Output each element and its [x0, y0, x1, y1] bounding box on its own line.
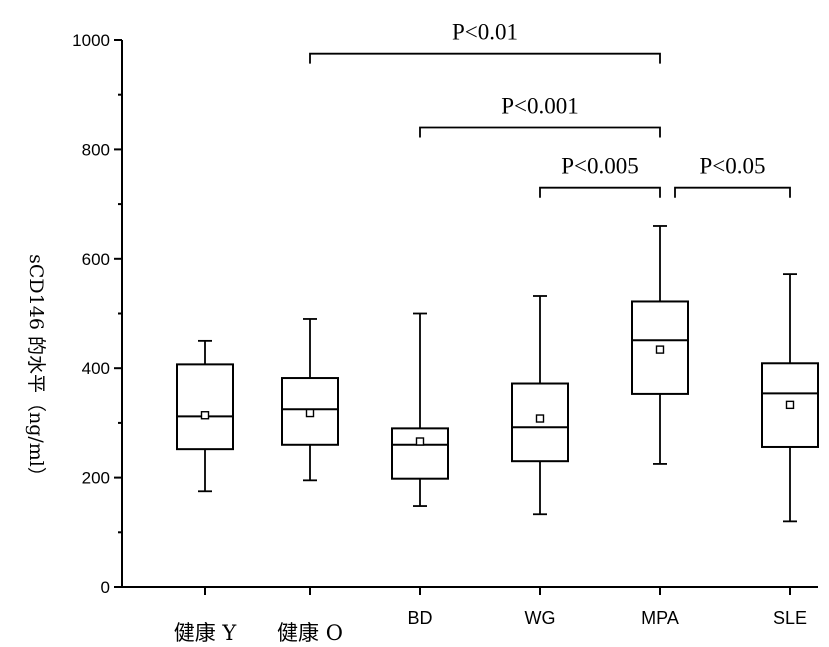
box-group [631, 225, 689, 465]
significance-bracket: P<0.01 [309, 20, 661, 64]
significance-bracket: P<0.001 [419, 94, 661, 138]
mean-marker [785, 400, 795, 410]
y-tick-label: 600 [82, 250, 110, 269]
significance-label: P<0.005 [561, 154, 639, 179]
y-tick-label: 1000 [72, 31, 110, 50]
x-tick-label: BD [407, 608, 432, 628]
y-tick-label: 400 [82, 359, 110, 378]
significance-label: P<0.001 [501, 94, 579, 119]
significance-brackets: P<0.01 P<0.001 P<0.005 P<0.05 [309, 20, 791, 198]
x-tick-label: MPA [641, 608, 679, 628]
box-group [176, 339, 234, 493]
box [176, 363, 234, 451]
mean-marker [655, 345, 665, 354]
bracket-line [539, 186, 661, 198]
significance-bracket: P<0.05 [674, 154, 791, 198]
box [391, 427, 449, 480]
mean-marker [305, 408, 315, 418]
x-tick-label: 健康 O [277, 621, 343, 645]
boxes [176, 225, 819, 523]
box [511, 382, 569, 463]
x-tick-label: SLE [773, 608, 807, 628]
x-tick-label: 健康 Y [174, 621, 238, 645]
y-tick-label: 0 [101, 578, 110, 597]
box-group [391, 312, 449, 507]
mean-marker [200, 411, 210, 420]
box [761, 362, 819, 448]
box-group [281, 318, 339, 482]
bracket-line [419, 126, 661, 138]
y-tick-label: 200 [82, 469, 110, 488]
x-tick-label: WG [525, 608, 556, 628]
bracket-line [309, 52, 661, 64]
box [281, 377, 339, 446]
y-axis-ticks: 0 200 400 600 800 1000 [72, 31, 122, 597]
significance-label: P<0.05 [699, 154, 765, 179]
axes [121, 40, 818, 588]
bracket-line [674, 186, 791, 198]
box-group [761, 273, 819, 523]
box [631, 300, 689, 395]
y-tick-label: 800 [82, 140, 110, 159]
x-axis-ticks: 健康 Y 健康 O BD WG MPA SLE [174, 587, 807, 645]
mean-marker [535, 414, 545, 423]
box-group [511, 295, 569, 516]
significance-label: P<0.01 [452, 20, 518, 45]
y-axis-label: sCD146 的水平（ng/ml） [25, 254, 47, 486]
significance-bracket: P<0.005 [539, 154, 661, 198]
mean-marker [415, 437, 425, 446]
